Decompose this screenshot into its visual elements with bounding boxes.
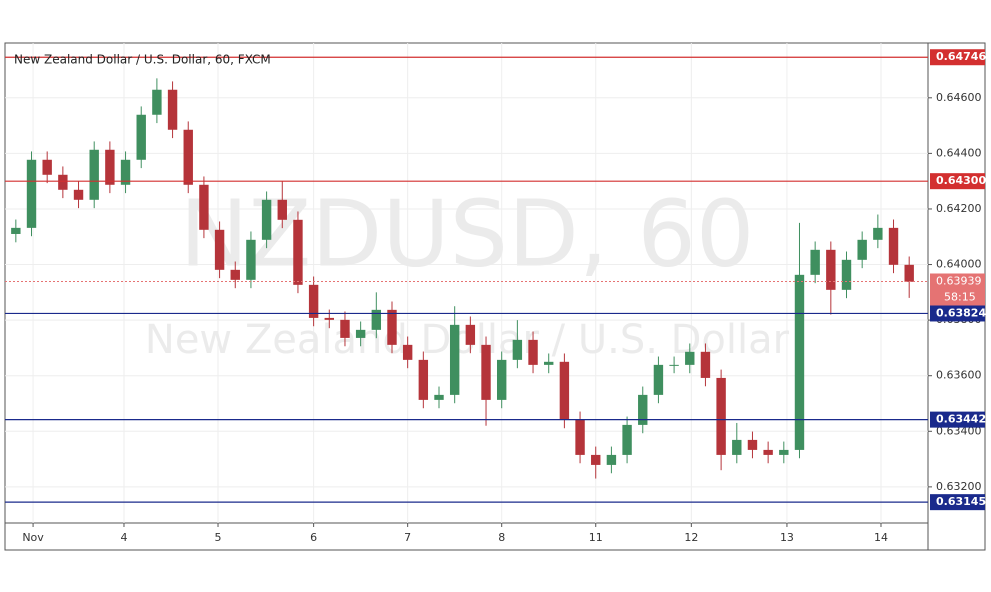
candle-body <box>779 449 789 455</box>
candle-body <box>716 377 726 455</box>
candle-body <box>89 149 99 200</box>
level-price-label: 0.63145 <box>936 495 986 508</box>
candle-body <box>606 454 617 465</box>
x-tick-label: 12 <box>684 531 698 544</box>
candle-body <box>105 149 115 185</box>
x-tick-label: 13 <box>780 531 794 544</box>
y-tick-label: 0.64200 <box>936 202 982 215</box>
last-price-box <box>930 273 985 306</box>
candle-body <box>575 419 585 455</box>
candle-body <box>230 269 240 280</box>
level-price-box <box>930 411 985 428</box>
x-tick-label: Nov <box>22 531 44 544</box>
candle-body <box>42 159 52 175</box>
x-tick-label: 4 <box>120 531 127 544</box>
candle-body <box>669 364 679 366</box>
candle-body <box>293 219 303 285</box>
candle-body <box>199 184 209 230</box>
candle-body <box>622 424 632 455</box>
candle-body <box>653 364 664 395</box>
candle-body <box>810 249 820 275</box>
candle-body <box>434 394 444 400</box>
chart-title: New Zealand Dollar / U.S. Dollar, 60, FX… <box>14 53 271 67</box>
candle-body <box>732 439 742 455</box>
candle-body <box>449 324 460 395</box>
x-tick-label: 11 <box>589 531 603 544</box>
candle-body <box>528 339 538 365</box>
candle-body <box>355 329 366 338</box>
candle-body <box>120 159 131 185</box>
y-tick-label: 0.64000 <box>936 258 982 271</box>
candle-body <box>246 239 256 280</box>
candle-body <box>324 317 334 320</box>
level-price-box <box>930 173 985 190</box>
x-tick-label: 7 <box>404 531 411 544</box>
x-tick-label: 6 <box>310 531 317 544</box>
level-price-label: 0.64746 <box>936 50 986 63</box>
candle-body <box>904 264 914 282</box>
candle-body <box>26 159 37 228</box>
candle-body <box>496 359 507 400</box>
level-price-label: 0.63824 <box>936 306 986 319</box>
x-tick-label: 5 <box>215 531 222 544</box>
candle-body <box>465 324 476 345</box>
level-price-label: 0.64300 <box>936 174 986 187</box>
candle-body <box>685 351 695 365</box>
watermark: NZDUSD, 60 <box>180 180 755 287</box>
candle-body <box>58 174 68 190</box>
candle-body <box>183 129 193 185</box>
candle-body <box>261 199 272 240</box>
candle-body <box>591 454 601 465</box>
candle-body <box>73 189 84 200</box>
countdown-label: 58:15 <box>944 290 976 303</box>
y-tick-label: 0.63200 <box>936 480 982 493</box>
level-price-box <box>930 494 985 511</box>
candle-body <box>387 309 397 345</box>
y-tick-label: 0.64600 <box>936 91 982 104</box>
level-price-label: 0.63442 <box>936 413 986 426</box>
candle-body <box>481 344 491 400</box>
candle-body <box>277 199 287 220</box>
candle-body <box>794 274 805 450</box>
y-tick-label: 0.64400 <box>936 146 982 159</box>
candle-body <box>152 89 162 115</box>
candle-body <box>136 114 146 160</box>
candle-body <box>559 361 570 420</box>
chart-frame <box>4 42 986 551</box>
candle-body <box>340 319 350 338</box>
level-price-box <box>930 49 985 66</box>
candle-body <box>638 394 648 425</box>
candle-body <box>888 227 899 265</box>
candle-body <box>167 89 178 130</box>
candle-body <box>11 227 21 234</box>
candle-body <box>747 439 758 450</box>
candle-body <box>841 259 852 290</box>
candle-body <box>308 284 319 318</box>
candle-body <box>873 227 883 240</box>
candle-body <box>214 229 225 270</box>
candle-body <box>512 339 523 360</box>
y-tick-label: 0.63600 <box>936 369 982 382</box>
x-tick-label: 8 <box>498 531 505 544</box>
candle-body <box>418 359 429 400</box>
candle-body <box>700 351 711 378</box>
candle-body <box>763 449 773 455</box>
candle-body <box>544 361 554 365</box>
level-price-box <box>930 305 985 322</box>
candle-body <box>826 249 836 290</box>
candle-body <box>402 344 413 360</box>
last-price-label: 0.63939 <box>936 274 982 287</box>
x-tick-label: 14 <box>874 531 888 544</box>
candle-body <box>371 309 382 330</box>
candle-body <box>857 239 867 260</box>
